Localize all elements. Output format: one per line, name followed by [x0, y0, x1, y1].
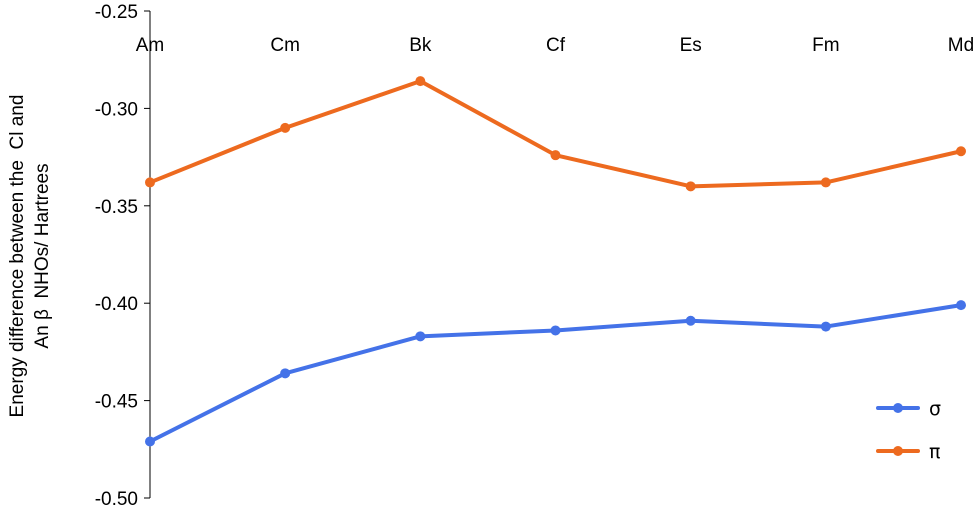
y-tick-label: -0.50 [95, 489, 138, 509]
data-point [956, 300, 966, 311]
x-axis-labels: Am Cm Bk Cf Es Fm Md [136, 35, 974, 56]
x-tick-label: Bk [409, 35, 432, 56]
x-tick-label: Md [948, 35, 974, 56]
y-axis-title-line-2: An β NHOs/ Hartrees [32, 163, 53, 348]
legend: σπ [876, 398, 941, 463]
data-point [685, 315, 696, 326]
data-point [145, 436, 155, 447]
y-tick-label: -0.35 [95, 197, 138, 218]
y-axis-ticks: -0.25 -0.30 -0.35 -0.40 -0.45 -0.50 [95, 2, 150, 509]
y-tick-label: -0.45 [95, 392, 138, 413]
y-axis-title-line-1: Energy difference between the Cl and [7, 95, 28, 418]
data-point [145, 177, 155, 188]
y-tick-label: -0.30 [95, 99, 138, 120]
series-1 [145, 300, 966, 447]
y-axis-title: Energy difference between the Cl and An … [7, 95, 53, 418]
series-layer [145, 76, 966, 447]
y-tick-label: -0.40 [95, 294, 138, 315]
data-point [550, 325, 561, 336]
data-point [415, 76, 426, 87]
legend-item: π [876, 441, 940, 463]
data-point [956, 146, 966, 157]
x-tick-label: Fm [812, 35, 839, 56]
data-point [280, 368, 291, 379]
x-tick-label: Es [680, 35, 702, 56]
series-line [148, 79, 963, 189]
x-tick-label: Cf [546, 35, 566, 56]
data-point [550, 150, 561, 161]
legend-marker [893, 446, 903, 456]
data-point [280, 122, 291, 133]
legend-label: σ [929, 398, 941, 420]
x-tick-label: Cm [270, 35, 300, 56]
data-point [820, 321, 831, 332]
x-tick-label: Am [136, 35, 165, 56]
data-point [820, 177, 831, 188]
legend-marker [893, 403, 903, 413]
legend-label: π [929, 441, 940, 463]
legend-item: σ [876, 398, 941, 420]
data-point [685, 181, 696, 192]
y-tick-label: -0.25 [95, 2, 138, 23]
data-point [415, 331, 426, 342]
series-2 [145, 76, 966, 192]
